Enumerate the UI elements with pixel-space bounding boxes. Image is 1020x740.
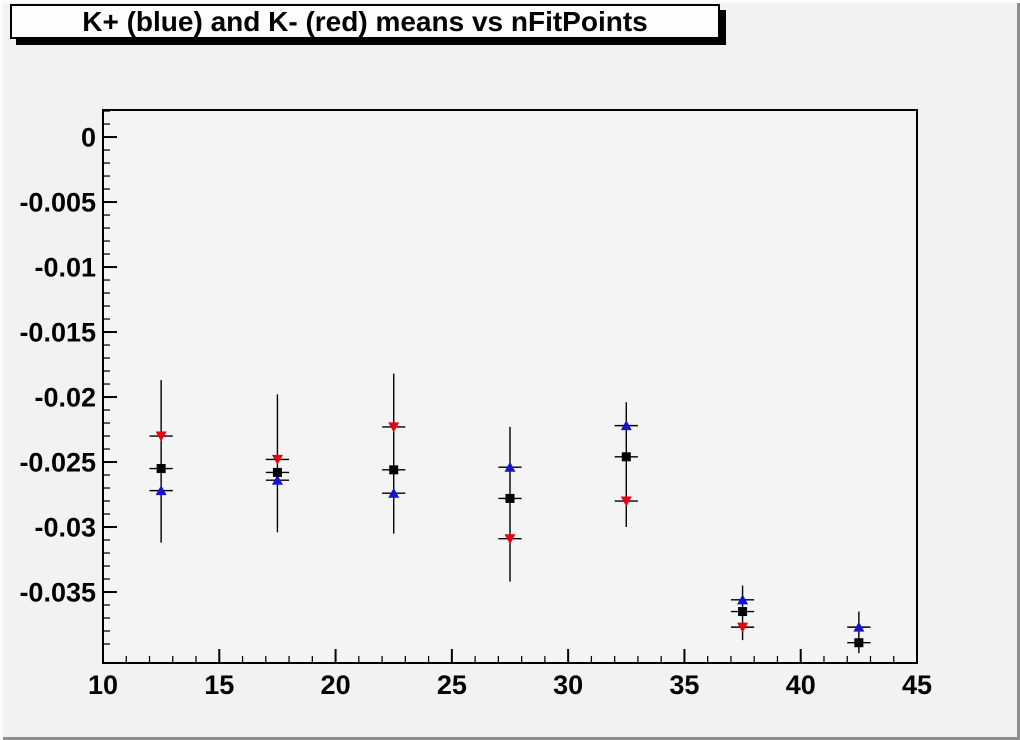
x-axis-tick-label: 40: [786, 670, 816, 700]
title-box: K+ (blue) and K- (red) means vs nFitPoin…: [10, 4, 720, 39]
marker-black-square: [156, 464, 166, 474]
x-axis-tick-label: 10: [88, 670, 118, 700]
y-axis-tick-label: -0.035: [19, 578, 96, 608]
y-axis-tick-label: -0.02: [34, 383, 96, 413]
plot-title: K+ (blue) and K- (red) means vs nFitPoin…: [82, 5, 648, 37]
marker-kminus-triangle: [155, 431, 167, 442]
marker-black-square: [854, 638, 864, 648]
y-axis-tick-label: -0.005: [19, 188, 96, 218]
x-axis-tick-label: 15: [204, 670, 234, 700]
marker-kplus-triangle: [388, 487, 400, 498]
x-axis-tick-label: 20: [321, 670, 351, 700]
marker-kminus-triangle: [504, 534, 516, 545]
y-axis-tick-label: -0.01: [34, 253, 96, 283]
marker-kminus-triangle: [388, 422, 400, 433]
marker-black-square: [272, 467, 282, 477]
marker-kplus-triangle: [853, 621, 865, 632]
marker-kminus-triangle: [620, 496, 632, 507]
x-axis-tick-label: 45: [902, 670, 932, 700]
marker-kplus-triangle: [271, 474, 283, 485]
marker-kminus-triangle: [737, 622, 749, 633]
marker-kplus-triangle: [504, 461, 516, 472]
x-axis-tick-label: 35: [669, 670, 699, 700]
y-axis-tick-label: -0.015: [19, 318, 96, 348]
y-axis-tick-label: -0.025: [19, 448, 96, 478]
x-axis-tick-label: 30: [553, 670, 583, 700]
marker-kminus-triangle: [271, 454, 283, 465]
marker-black-square: [505, 493, 515, 503]
marker-kplus-triangle: [155, 485, 167, 496]
y-axis-tick-label: -0.03: [34, 513, 96, 543]
marker-black-square: [389, 465, 399, 475]
x-axis-tick-label: 25: [437, 670, 467, 700]
marker-black-square: [738, 607, 748, 617]
y-axis-tick-label: 0: [81, 123, 96, 153]
marker-kplus-triangle: [737, 594, 749, 605]
marker-kplus-triangle: [620, 420, 632, 431]
marker-black-square: [621, 452, 631, 462]
